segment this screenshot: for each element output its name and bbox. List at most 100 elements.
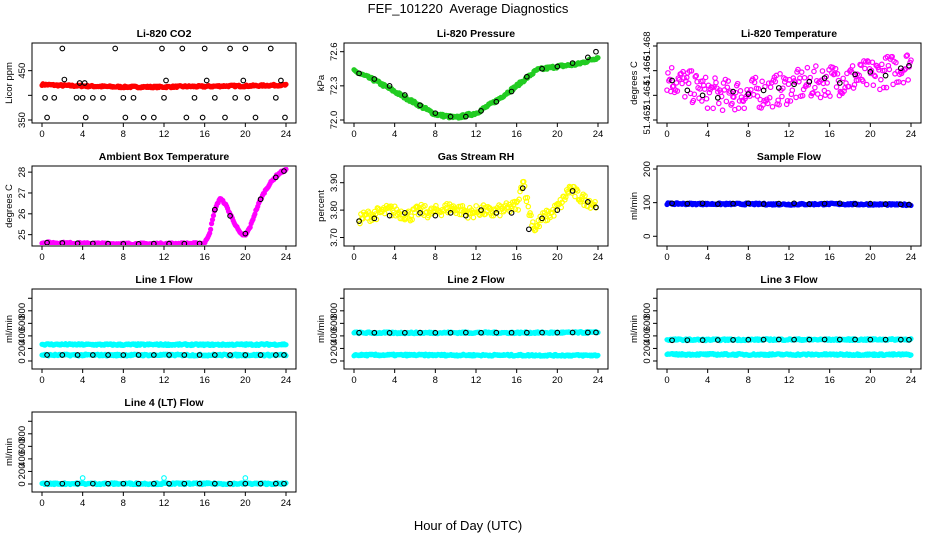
x-tick-label: 12 [784, 375, 795, 386]
data-point [413, 203, 420, 210]
data-point [201, 45, 208, 52]
plot-area [356, 178, 599, 234]
data-point [278, 77, 284, 84]
x-tick-label: 24 [906, 252, 917, 263]
series-high-res [39, 167, 289, 245]
x-tick-label: 12 [784, 252, 795, 263]
data-point [417, 329, 423, 336]
data-point [775, 336, 782, 343]
plot-frame [656, 42, 922, 124]
data-point [862, 65, 868, 72]
y-tick-label: 72.6 [329, 42, 340, 61]
data-point [523, 329, 530, 336]
plot-area [39, 475, 289, 488]
data-point [540, 210, 546, 216]
data-point [852, 71, 858, 78]
data-point [356, 329, 362, 336]
x-tick-label: 0 [664, 129, 669, 140]
data-point [388, 203, 394, 210]
data-point [417, 102, 423, 109]
data-point [257, 196, 264, 203]
data-point [81, 80, 88, 86]
series-averages [42, 45, 288, 121]
data-point [478, 207, 484, 213]
data-point [851, 81, 858, 88]
y-tick-label: 450 [17, 63, 28, 79]
x-tick-label: 8 [746, 129, 751, 140]
x-tick-label: 0 [664, 252, 669, 263]
data-point [783, 101, 790, 108]
data-point [539, 329, 545, 336]
y-axis-label: ml/min [316, 315, 327, 343]
data-point [703, 95, 710, 102]
data-point [882, 72, 889, 79]
data-point [592, 198, 598, 205]
data-point [61, 76, 68, 83]
data-point [784, 97, 791, 104]
x-tick-label: 8 [433, 252, 438, 263]
x-tick-label: 0 [39, 129, 44, 140]
y-tick-label: 350 [17, 112, 28, 128]
data-point [905, 77, 911, 83]
data-point [74, 480, 81, 487]
panel-title: Sample Flow [757, 151, 822, 163]
x-tick-label: 24 [593, 129, 604, 140]
plot-area [39, 341, 289, 359]
plot-area [39, 167, 289, 245]
data-point [199, 114, 206, 121]
data-point [267, 45, 274, 52]
x-tick-label: 12 [159, 498, 170, 509]
y-tick-label: 51.464 [642, 81, 653, 110]
data-point [755, 85, 762, 92]
x-tick-label: 16 [511, 252, 522, 263]
data-point [870, 82, 877, 89]
x-tick-label: 0 [39, 375, 44, 386]
data-point [120, 94, 127, 101]
data-point [727, 88, 733, 95]
x-tick-label: 20 [865, 375, 876, 386]
y-axis-label: Licor ppm [4, 62, 15, 104]
data-point [356, 70, 362, 77]
data-point [447, 329, 454, 336]
data-point [789, 87, 796, 94]
data-point [791, 336, 797, 343]
data-point [772, 78, 779, 85]
data-point [211, 94, 218, 101]
data-point [272, 94, 279, 101]
data-point [386, 330, 393, 336]
data-point [893, 59, 899, 66]
data-point [759, 78, 765, 85]
x-tick-label: 16 [824, 252, 835, 263]
data-point [515, 207, 522, 213]
data-point [684, 337, 691, 344]
y-tick-label: 72.3 [329, 77, 340, 96]
data-point [769, 103, 776, 110]
data-point [775, 200, 782, 207]
data-point [852, 336, 858, 343]
data-point [508, 88, 515, 95]
y-tick-label: 51.466 [642, 56, 653, 85]
data-point [735, 105, 742, 111]
data-point [593, 329, 599, 336]
data-point [684, 87, 691, 94]
data-point [669, 77, 675, 84]
x-tick-label: 16 [199, 129, 210, 140]
data-point [433, 202, 439, 209]
data-point [836, 80, 843, 86]
data-point [714, 94, 721, 101]
data-point [684, 200, 691, 207]
x-tick-label: 4 [80, 498, 85, 509]
x-tick-label: 24 [281, 252, 292, 263]
data-point [232, 94, 239, 101]
data-point [867, 336, 874, 343]
data-point [865, 59, 872, 65]
data-point [830, 64, 836, 71]
data-point [868, 67, 875, 74]
y-tick-label: 200 [642, 161, 653, 177]
data-point [112, 45, 119, 52]
data-point [730, 88, 736, 95]
